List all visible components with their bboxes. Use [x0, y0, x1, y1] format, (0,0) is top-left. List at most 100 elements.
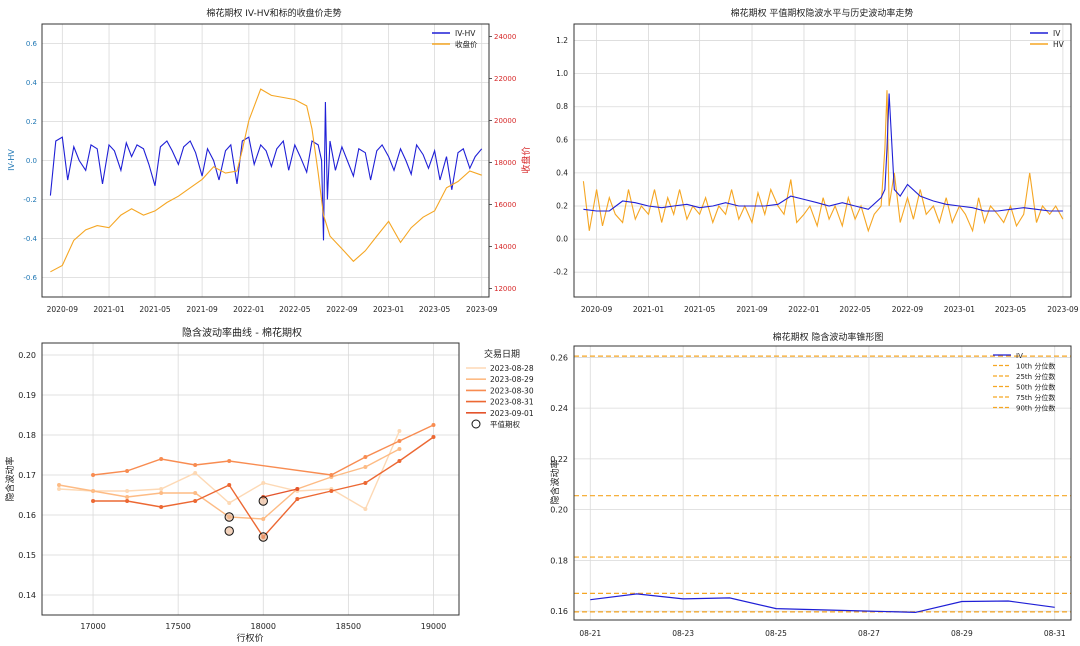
x-tick-label: 2023-01	[944, 305, 976, 314]
chart-title: 隐含波动率曲线 - 棉花期权	[182, 326, 302, 339]
smile-point	[363, 507, 368, 511]
series-layer	[574, 355, 1071, 614]
y-tick-label: -0.6	[23, 274, 37, 282]
x-tick-label: 08-27	[858, 629, 880, 638]
y-tick-label: 0.22	[550, 455, 568, 464]
legend-label: 2023-09-01	[490, 409, 534, 418]
y-tick-label: 0.16	[550, 607, 568, 616]
y-tick-label: 0.26	[550, 353, 568, 362]
legend-label: 10th 分位数	[1016, 362, 1055, 371]
smile-point	[57, 483, 62, 487]
iv-cone-chart: 棉花期权 隐含波动率锥形图 08-21 08-23 08-25 08-27 08-29 0…	[549, 331, 1072, 638]
y-tick-label: 0.4	[556, 168, 568, 177]
smile-point	[397, 459, 402, 463]
series-line-iv	[583, 93, 1063, 212]
smile-point	[397, 447, 402, 451]
smile-point	[329, 473, 334, 477]
legend-label: 50th 分位数	[1016, 383, 1055, 392]
atm-marker	[258, 496, 268, 506]
y-tick-label: 0.14	[18, 591, 36, 600]
y-tick-label: 0.20	[18, 351, 36, 360]
smile-point	[125, 489, 130, 493]
series-line-hv	[582, 90, 1064, 233]
x-tick-label: 2023-09	[466, 305, 498, 314]
grid	[42, 343, 459, 615]
x-tick-label: 2022-09	[326, 305, 358, 314]
smile-point	[91, 499, 96, 503]
y-axis-label: IV-HV	[7, 149, 16, 171]
x-tick-label: 2023-01	[373, 305, 405, 314]
y-axis-label: 隐含波动率	[549, 459, 561, 504]
y-tick-label: 0.2	[556, 202, 568, 211]
series-line-iv	[590, 593, 1055, 614]
legend-title: 交易日期	[484, 348, 520, 360]
x-tick-label: 2021-01	[93, 305, 125, 314]
y-axis-label: 隐含波动率	[4, 456, 16, 501]
y-tick-label: 0.8	[556, 102, 568, 111]
y-tick-label: 0.18	[550, 556, 568, 565]
smile-point	[159, 491, 164, 495]
smile-point	[159, 457, 164, 461]
plot-frame	[573, 23, 1072, 298]
plot-frame	[573, 345, 1072, 621]
legend-label: IV-HV	[455, 29, 476, 38]
smile-point	[193, 491, 198, 495]
y-tick-label: 0.16	[18, 511, 36, 520]
atm-marker	[258, 532, 268, 542]
smile-point	[227, 459, 232, 463]
x-tick-label: 2021-09	[186, 305, 218, 314]
x-tick-label: 2022-09	[892, 305, 924, 314]
smile-point	[125, 495, 130, 499]
plot-frame	[41, 23, 490, 298]
legend-label: 平值期权	[490, 419, 520, 429]
legend: IV HV	[1030, 29, 1065, 49]
x-tick-label: 2022-05	[839, 305, 871, 314]
x-tick-label: 2020-09	[47, 305, 79, 314]
y-tick-label: 0.15	[18, 551, 36, 560]
atm-marker	[224, 512, 234, 522]
grid	[574, 346, 1071, 620]
smile-point	[295, 487, 300, 491]
y-tick-label: 0.6	[556, 135, 568, 144]
y-axis: -0.6 -0.4 -0.2 0.0 0.2 0.4 0.6	[23, 40, 37, 282]
y-tick-label: 1.2	[556, 36, 568, 45]
smile-point	[159, 505, 164, 509]
x-tick-label: 2020-09	[581, 305, 613, 314]
atm-marker	[224, 526, 234, 536]
grid	[42, 24, 489, 297]
legend-label: IV	[1016, 352, 1023, 360]
y2-tick-label: 18000	[494, 159, 516, 167]
y-axis: 0.14 0.15 0.16 0.17 0.18 0.19 0.20	[18, 351, 36, 600]
y2-tick-label: 16000	[494, 201, 516, 209]
y2-axis-label: 收盘价	[520, 146, 532, 173]
plot-frame	[41, 342, 460, 616]
smile-point	[227, 483, 232, 487]
atm-markers	[224, 496, 268, 542]
y-tick-label: 0.17	[18, 471, 36, 480]
legend-label: 25th 分位数	[1016, 372, 1055, 381]
legend-label: IV	[1053, 29, 1061, 38]
atm-iv-hv-chart: 棉花期权 平值期权隐波水平与历史波动率走势 2020-09 2021-01 2021…	[553, 7, 1078, 314]
legend: 交易日期 2023-08-28 2023-08-29 2023-08-30 2023-0…	[466, 348, 534, 429]
y-axis: -0.2 0.0 0.2 0.4 0.6 0.8 1.0 1.2	[553, 36, 568, 277]
series-line-iv-hv	[49, 101, 483, 241]
smile-point	[91, 489, 96, 493]
smile-point	[295, 497, 300, 501]
x-tick-label: 2021-01	[633, 305, 665, 314]
y-tick-label: 0.19	[18, 391, 36, 400]
chart-title: 棉花期权 隐含波动率锥形图	[773, 331, 884, 343]
smile-point	[57, 487, 62, 491]
smile-point	[363, 455, 368, 459]
x-tick-label: 2023-05	[995, 305, 1027, 314]
y2-axis: 12000 14000 16000 18000 20000 22000 24000	[489, 33, 516, 293]
iv-smile-chart: 隐含波动率曲线 - 棉花期权 17000 17500 18000 18500 19000…	[4, 326, 534, 644]
grid	[574, 24, 1071, 297]
smile-point	[193, 471, 198, 475]
x-tick-label: 2022-05	[279, 305, 311, 314]
x-tick-label: 18000	[251, 622, 276, 631]
series-layer	[57, 423, 436, 539]
y-tick-label: 0.18	[18, 431, 36, 440]
